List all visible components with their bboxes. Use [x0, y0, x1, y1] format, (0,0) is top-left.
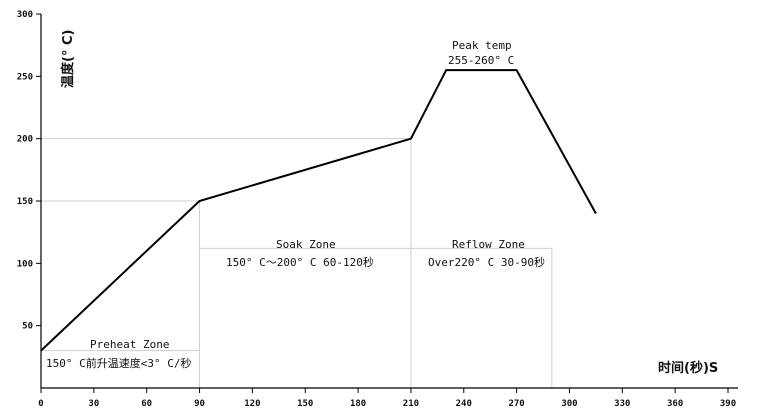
x-tick-label: 240	[456, 399, 472, 409]
peak-label-range: 255-260° C	[448, 54, 514, 67]
reflow-zone-title: Reflow Zone	[452, 238, 525, 251]
x-tick-label: 60	[141, 399, 152, 409]
soak-zone-title: Soak Zone	[276, 238, 336, 251]
x-tick-label: 30	[88, 399, 99, 409]
x-axis-title: 时间(秒)S	[658, 360, 718, 376]
y-tick-label: 250	[17, 72, 33, 82]
y-tick-label: 300	[17, 10, 33, 20]
axis-ticks: 0 30 60 90 120 150 180 210 240 270 300 330 360 390 50 1…	[17, 10, 736, 409]
y-axis-title: 温度(° C)	[60, 30, 76, 88]
soak-zone-range: 150° C～200° C 60-120秒	[226, 255, 374, 269]
x-tick-label: 360	[667, 399, 683, 409]
preheat-zone-title: Preheat Zone	[90, 338, 169, 351]
x-tick-label: 90	[194, 399, 205, 409]
y-tick-label: 100	[17, 259, 33, 269]
x-tick-label: 150	[297, 399, 313, 409]
x-tick-label: 0	[38, 399, 43, 409]
zone-guide-lines	[41, 138, 553, 388]
x-tick-label: 120	[244, 399, 260, 409]
y-tick-label: 150	[17, 197, 33, 207]
y-tick-label: 200	[17, 135, 33, 145]
preheat-zone-rate: 150° C前升温速度<3° C/秒	[46, 356, 191, 370]
temperature-profile-line	[40, 69, 597, 352]
peak-label-title: Peak temp	[452, 39, 512, 52]
x-tick-label: 300	[561, 399, 577, 409]
x-tick-label: 390	[720, 399, 736, 409]
x-tick-label: 180	[350, 399, 366, 409]
reflow-zone-range: Over220° C 30-90秒	[428, 255, 545, 269]
y-tick-label: 50	[22, 322, 33, 332]
x-tick-label: 210	[403, 399, 419, 409]
x-tick-label: 330	[614, 399, 630, 409]
x-tick-label: 270	[508, 399, 524, 409]
